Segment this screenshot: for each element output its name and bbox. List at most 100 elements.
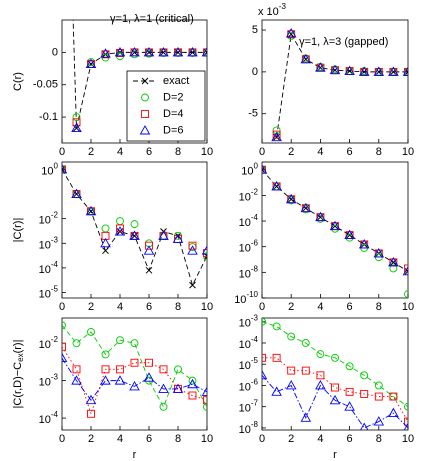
y-tick-label: -5 [248, 108, 258, 120]
y-tick-label: -0.1 [39, 111, 58, 123]
marker-triangle [62, 163, 68, 174]
annotation: γ=1, λ=1 (critical) [110, 13, 194, 25]
marker-triangle [285, 193, 297, 204]
marker-triangle [172, 383, 184, 393]
marker-triangle [285, 27, 297, 38]
y-tick-label: 10-3 [39, 373, 59, 389]
marker-x [375, 68, 383, 76]
marker-x [273, 183, 280, 190]
series-line [62, 357, 207, 401]
x-tick-label: 4 [117, 301, 123, 313]
marker-triangle [271, 386, 282, 396]
x-tick-label: 10 [402, 301, 414, 313]
annotation: γ=1, λ=3 (gapped) [299, 36, 388, 48]
marker-triangle [271, 131, 282, 142]
tick-base: 10 [239, 191, 251, 203]
marker-x [131, 49, 138, 56]
marker-square [331, 383, 339, 392]
y-tick-label: 10-3 [239, 314, 259, 330]
marker-circle [174, 365, 182, 374]
marker-circle [116, 336, 124, 345]
marker-square [72, 365, 81, 374]
y-tick-label: 10-4 [39, 260, 59, 276]
x-axis-label: r [333, 449, 337, 461]
y-axis-label: |C(r)| [12, 218, 24, 243]
marker-circle [188, 376, 197, 385]
series-line [262, 375, 408, 429]
marker-square [188, 241, 197, 250]
marker-triangle [71, 188, 82, 198]
marker-triangle [187, 46, 198, 57]
x-tick-label: 6 [146, 433, 152, 445]
marker-triangle [344, 401, 355, 411]
marker-circle [159, 402, 168, 411]
marker-square [62, 165, 66, 174]
tick-base: 10 [239, 339, 251, 351]
x-tick-label: 10 [402, 433, 414, 445]
marker-square [301, 366, 310, 375]
x-tick-label: 0 [59, 433, 65, 445]
marker-triangle [62, 352, 68, 363]
y-tick-label: 10-3 [39, 235, 59, 251]
legend-label: exact [163, 75, 189, 87]
marker-triangle [271, 180, 282, 191]
marker-triangle [100, 237, 111, 248]
marker-triangle [100, 375, 111, 385]
marker-x [390, 68, 397, 76]
marker-x [346, 231, 353, 239]
marker-triangle [129, 230, 140, 240]
marker-square [316, 371, 325, 380]
marker-x [87, 207, 95, 215]
marker-triangle [300, 53, 312, 64]
x-tick-label: 0 [259, 146, 265, 158]
marker-square [72, 118, 81, 127]
tick-exponent: -4 [251, 213, 259, 222]
plot-frame [61, 161, 208, 299]
marker-triangle [373, 416, 385, 426]
x-tick-label: 10 [201, 301, 213, 313]
marker-triangle [143, 245, 155, 255]
marker-triangle [129, 380, 140, 391]
x-tick-label: 2 [88, 146, 94, 158]
x-tick-label: 8 [175, 146, 181, 158]
tick-exponent: -2 [251, 187, 259, 196]
x-tick-label: 0 [59, 146, 65, 158]
x-tick-label: 6 [347, 433, 353, 445]
marker-triangle [201, 245, 207, 255]
plot-area [262, 318, 408, 430]
y-tick-label: 10-7 [239, 399, 259, 415]
marker-triangle [388, 407, 399, 418]
marker-circle [404, 290, 408, 298]
marker-square [188, 391, 197, 400]
tick-exponent: -5 [51, 285, 59, 294]
tick-base: 10 [239, 318, 251, 330]
y-label-part: (r)| [12, 340, 24, 354]
x-tick-label: 8 [175, 301, 181, 313]
plot-area [62, 321, 207, 418]
marker-triangle [85, 394, 97, 405]
marker-triangle [315, 211, 326, 222]
x-tick-label: 2 [288, 301, 294, 313]
y-tick-label: 10-2 [239, 187, 259, 203]
x-tick-label: 6 [146, 301, 152, 313]
marker-x [141, 77, 149, 85]
x-tick-label: 4 [317, 301, 323, 313]
marker-circle [331, 353, 339, 362]
marker-square [262, 165, 266, 174]
x-tick-label: 8 [376, 433, 382, 445]
x-axis-label: r [133, 449, 137, 461]
marker-triangle [85, 58, 97, 68]
marker-square [374, 392, 383, 401]
marker-x [189, 281, 196, 289]
marker-triangle [85, 205, 97, 216]
marker-triangle [201, 386, 207, 396]
marker-circle [272, 322, 281, 331]
marker-square [101, 365, 110, 374]
marker-x [73, 190, 80, 198]
series-line [262, 169, 408, 272]
tick-base: 10 [39, 288, 51, 300]
tick-base: 10 [239, 217, 251, 229]
marker-square [101, 50, 110, 59]
y-tick-label: 10-5 [39, 285, 59, 301]
